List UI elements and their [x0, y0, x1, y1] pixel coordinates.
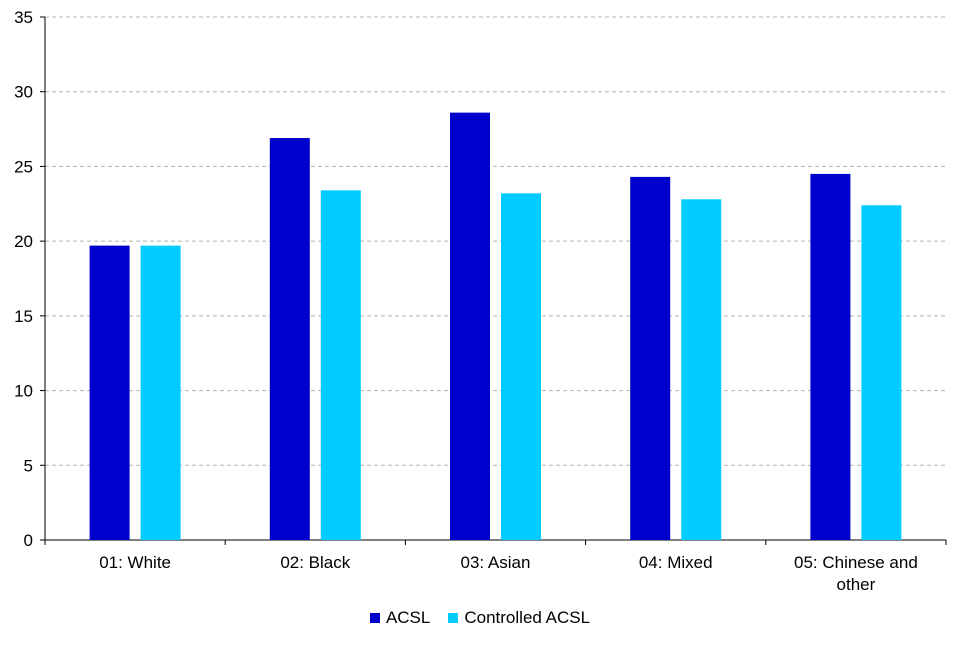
y-tick-label: 10 [14, 382, 33, 401]
legend-label-controlled-acsl: Controlled ACSL [464, 608, 591, 627]
x-category-label: 05: Chinese and other [794, 553, 918, 594]
bar-acsl-3 [450, 112, 490, 541]
bar-controlled-acsl-3 [501, 193, 541, 540]
bar-acsl-1 [89, 245, 130, 540]
legend-item-acsl: ACSL [369, 608, 431, 628]
legend-item-controlled-acsl: Controlled ACSL [448, 608, 590, 628]
legend-label-acsl: ACSL [385, 608, 431, 627]
y-tick-label: 30 [14, 83, 33, 102]
bar-acsl-5 [810, 173, 851, 540]
legend: ACSL Controlled ACSL [0, 604, 960, 632]
bar-acsl-4 [630, 176, 671, 541]
y-tick-label: 20 [14, 232, 33, 251]
bar-controlled-acsl-2 [320, 190, 361, 540]
x-category-label-line: 04: Mixed [639, 553, 713, 572]
tick-labels: 0 5 10 15 20 25 30 35 01: White 02: Black 03: Asia… [14, 8, 918, 594]
x-category-label: 04: Mixed [639, 553, 713, 572]
bar-controlled-acsl-1 [140, 245, 181, 540]
x-category-label-line: other [837, 575, 876, 594]
axes [40, 16, 947, 545]
y-tick-label: 15 [14, 307, 33, 326]
bar-acsl-2 [269, 138, 310, 540]
y-tick-label: 0 [24, 531, 33, 550]
x-category-label-line: 05: Chinese and [794, 553, 918, 572]
y-tick-label: 35 [14, 8, 33, 27]
bar-controlled-acsl-5 [861, 205, 902, 540]
x-category-label-line: 01: White [99, 553, 171, 572]
x-category-label-line: 02: Black [280, 553, 350, 572]
legend-swatch-acsl [369, 613, 380, 623]
bars [89, 112, 902, 541]
bar-controlled-acsl-4 [681, 199, 722, 540]
gridlines [45, 16, 946, 466]
x-category-label-line: 03: Asian [461, 553, 531, 572]
y-tick-label: 25 [14, 157, 33, 176]
x-category-label: 03: Asian [461, 553, 531, 572]
x-category-label: 01: White [99, 553, 171, 572]
legend-swatch-controlled-acsl [448, 613, 459, 623]
y-tick-label: 5 [24, 456, 33, 475]
x-category-label: 02: Black [280, 553, 350, 572]
